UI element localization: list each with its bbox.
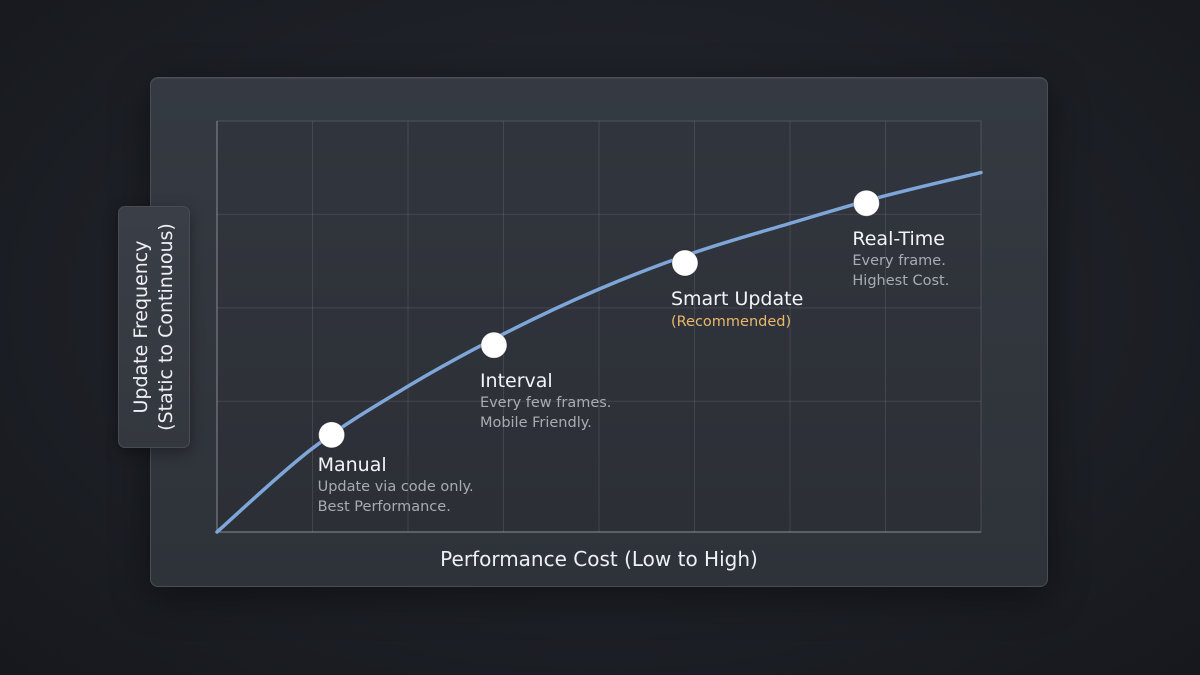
y-axis-label-line-1: Update Frequency [130, 240, 152, 414]
point-title: Interval [479, 370, 553, 393]
point-marker-real-time [852, 189, 880, 217]
point-description: Every few frames. [479, 395, 612, 412]
x-axis-label: Performance Cost (Low to High) [440, 547, 758, 571]
grid [216, 120, 982, 533]
point-marker-interval [480, 331, 508, 359]
point-description: Mobile Friendly. [479, 415, 592, 432]
point-title: Real-Time [852, 228, 945, 251]
point-title: Smart Update [670, 287, 804, 310]
point-description: Best Performance. [317, 498, 451, 515]
point-description: Update via code only. [317, 478, 474, 495]
plot-area [216, 120, 982, 533]
point-marker-manual [318, 421, 346, 449]
point-label-interval: Interval Every few frames. Mobile Friend… [480, 369, 611, 433]
point-title: Manual [317, 453, 387, 476]
point-description: Every frame. [852, 253, 946, 270]
chart-panel [150, 77, 1048, 587]
y-axis-label-line-2: (Static to Continuous) [155, 223, 177, 431]
recommended-note: (Recommended) [670, 313, 792, 330]
point-label-real-time: Real-Time Every frame. Highest Cost. [852, 227, 949, 291]
point-marker-smart-update [671, 249, 699, 277]
point-label-manual: Manual Update via code only. Best Perfor… [318, 453, 474, 517]
point-description: Highest Cost. [852, 273, 950, 290]
point-markers [318, 189, 880, 449]
y-axis-label: Update Frequency (Static to Continuous) [129, 223, 179, 431]
point-label-smart-update: Smart Update (Recommended) [671, 287, 803, 333]
y-axis-label-box [118, 206, 190, 448]
